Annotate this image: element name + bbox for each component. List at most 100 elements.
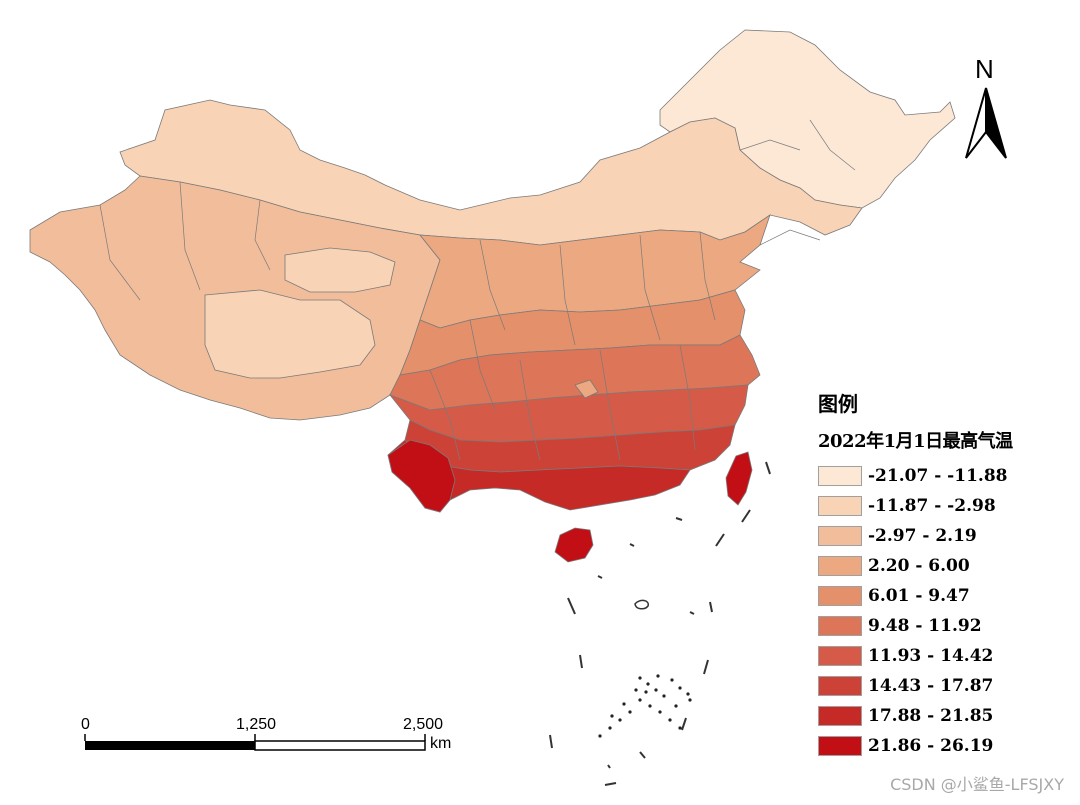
- legend-item: 21.86 - 26.19: [818, 731, 1068, 761]
- legend-label: 6.01 - 9.47: [868, 586, 970, 606]
- island-outline: [634, 599, 649, 610]
- island-dash: [689, 611, 695, 615]
- boundary-line: [519, 359, 541, 461]
- island-dash: [597, 575, 603, 579]
- scale-bar: [84, 734, 426, 751]
- legend-item: 9.48 - 11.92: [818, 611, 1068, 641]
- island-dot: [634, 688, 638, 692]
- boundary-line: [759, 229, 821, 246]
- island-dot: [622, 702, 626, 706]
- legend-label: 11.93 - 14.42: [868, 646, 994, 666]
- scale-unit: km: [430, 735, 452, 752]
- legend-label: 9.48 - 11.92: [868, 616, 982, 636]
- island-dot: [662, 694, 666, 698]
- island-dot: [608, 726, 612, 730]
- legend-label: -21.07 - -11.88: [868, 466, 1008, 486]
- legend-item: -11.87 - -2.98: [818, 491, 1068, 521]
- watermark: CSDN @小鲨鱼-LFSJXY: [890, 775, 1064, 794]
- island-dot: [668, 718, 672, 722]
- legend-swatch: [818, 556, 862, 576]
- island-dash: [741, 509, 751, 523]
- legend-swatch: [818, 496, 862, 516]
- legend: 图例 2022年1月1日最高气温 -21.07 - -11.88 -11.87 -…: [818, 388, 1068, 761]
- boundary-line: [599, 349, 621, 461]
- island-dot: [656, 674, 660, 678]
- island-dash: [604, 782, 617, 786]
- island-dash: [567, 597, 576, 615]
- north-arrow-icon: [965, 87, 1007, 159]
- region-polygon: [284, 247, 396, 293]
- legend-swatch: [818, 736, 862, 756]
- north-label: N: [975, 54, 994, 84]
- island-dot: [598, 734, 602, 738]
- scale-label-1250: 1,250: [236, 716, 277, 733]
- island-dash: [675, 517, 683, 521]
- island-dot: [646, 682, 650, 686]
- south-china-sea-islands: [549, 461, 771, 786]
- region-polygon: [387, 439, 456, 513]
- region-polygon: [204, 289, 376, 379]
- island-dash: [607, 764, 611, 769]
- boundary-line: [559, 244, 576, 346]
- legend-label: 21.86 - 26.19: [868, 736, 994, 756]
- boundary-line: [699, 231, 716, 321]
- boundary-line: [679, 344, 696, 451]
- island-dash: [715, 533, 725, 547]
- legend-swatch: [818, 646, 862, 666]
- scale-label-2500: 2,500: [403, 716, 444, 733]
- island-dot: [638, 698, 642, 702]
- legend-label: -2.97 - 2.19: [868, 526, 977, 546]
- legend-swatch: [818, 586, 862, 606]
- island-dot-cluster: [598, 674, 692, 738]
- boundary-line: [179, 181, 201, 291]
- region-polygon: [574, 379, 599, 399]
- island-dot: [644, 690, 648, 694]
- island-dot: [688, 698, 692, 702]
- legend-title: 图例: [818, 392, 858, 416]
- island-dot: [686, 692, 690, 696]
- island-dash: [579, 654, 583, 669]
- boundary-line: [99, 204, 141, 301]
- legend-swatch: [818, 676, 862, 696]
- legend-item: 14.43 - 17.87: [818, 671, 1068, 701]
- legend-swatch: [818, 616, 862, 636]
- legend-item: 6.01 - 9.47: [818, 581, 1068, 611]
- boundary-line: [254, 199, 271, 271]
- island-dot: [658, 710, 662, 714]
- island-dot: [654, 688, 658, 692]
- island-dash: [549, 734, 553, 749]
- island-dot: [618, 718, 622, 722]
- island-dash: [709, 601, 713, 613]
- island-dash: [639, 751, 646, 759]
- legend-label: 2.20 - 6.00: [868, 556, 970, 576]
- boundary-line: [739, 139, 801, 151]
- legend-item: 17.88 - 21.85: [818, 701, 1068, 731]
- legend-swatch: [818, 526, 862, 546]
- boundary-line: [479, 239, 506, 331]
- legend-label: 17.88 - 21.85: [868, 706, 994, 726]
- island-dash: [629, 543, 635, 547]
- legend-item: 2.20 - 6.00: [818, 551, 1068, 581]
- map-regions: [29, 29, 956, 563]
- scale-label-0: 0: [81, 716, 90, 733]
- legend-item: -2.97 - 2.19: [818, 521, 1068, 551]
- island-dot: [648, 704, 652, 708]
- island-dash: [681, 717, 687, 731]
- island-dot: [610, 714, 614, 718]
- island-dot: [628, 710, 632, 714]
- boundary-line: [469, 319, 496, 411]
- legend-items: -21.07 - -11.88 -11.87 - -2.98 -2.97 - 2.1…: [818, 461, 1068, 761]
- legend-swatch: [818, 706, 862, 726]
- legend-item: 11.93 - 14.42: [818, 641, 1068, 671]
- island-dot: [678, 686, 682, 690]
- legend-subtitle: 2022年1月1日最高气温: [818, 431, 1013, 452]
- legend-item: -21.07 - -11.88: [818, 461, 1068, 491]
- region-polygon: [554, 527, 594, 563]
- boundary-line: [809, 119, 856, 171]
- island-dot: [670, 678, 674, 682]
- boundary-line: [639, 234, 661, 341]
- island-dot: [638, 676, 642, 680]
- island-dot: [674, 704, 678, 708]
- island-dash: [703, 659, 709, 675]
- boundary-line: [429, 369, 461, 461]
